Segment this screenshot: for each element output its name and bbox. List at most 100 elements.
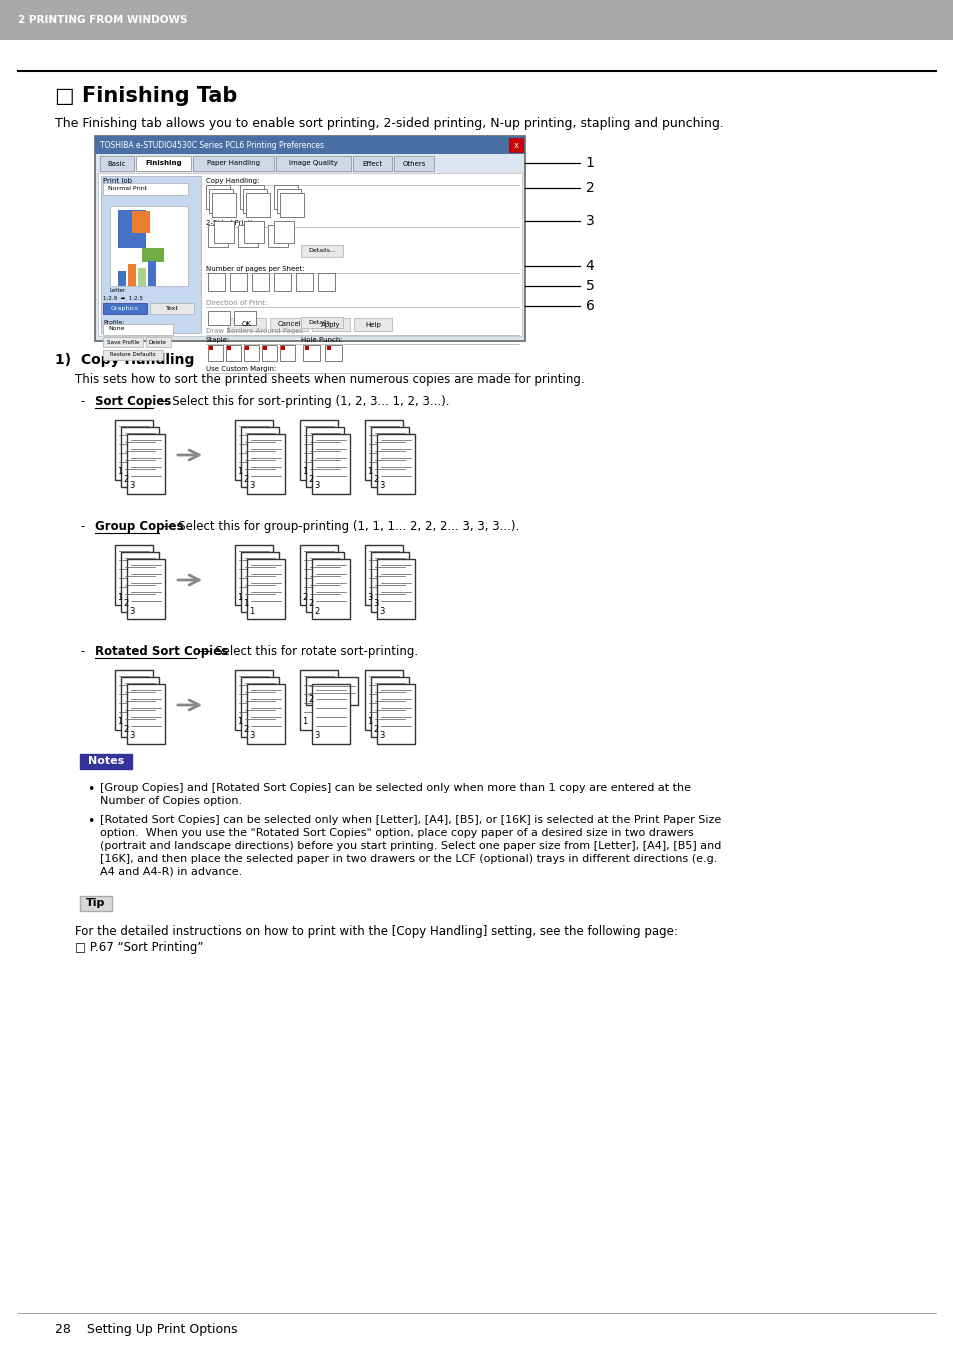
Bar bbox=[208, 345, 223, 361]
Text: 1:2.9  ➡  1:2.5: 1:2.9 ➡ 1:2.5 bbox=[103, 296, 143, 300]
Text: Paper Handling: Paper Handling bbox=[207, 161, 259, 166]
Bar bbox=[371, 677, 409, 738]
Text: 2: 2 bbox=[243, 724, 249, 734]
Bar bbox=[295, 273, 313, 290]
Bar bbox=[275, 155, 351, 172]
Bar bbox=[228, 317, 266, 331]
Bar bbox=[353, 155, 392, 172]
Text: Delete: Delete bbox=[149, 339, 167, 345]
Text: Finishing: Finishing bbox=[145, 161, 181, 166]
Bar bbox=[274, 222, 294, 243]
Text: -: - bbox=[80, 394, 84, 408]
Text: 2: 2 bbox=[373, 474, 378, 484]
Text: 3: 3 bbox=[314, 481, 319, 490]
Bar bbox=[121, 553, 159, 612]
Bar bbox=[263, 346, 267, 350]
Text: □ Finishing Tab: □ Finishing Tab bbox=[55, 86, 237, 105]
Bar bbox=[115, 544, 152, 605]
Bar bbox=[376, 684, 415, 744]
Bar bbox=[306, 427, 344, 486]
Text: □ P.67 “Sort Printing”: □ P.67 “Sort Printing” bbox=[75, 942, 203, 954]
Text: 1: 1 bbox=[249, 607, 254, 616]
Bar bbox=[306, 553, 344, 612]
Bar bbox=[509, 138, 522, 153]
Bar bbox=[247, 559, 285, 619]
Bar bbox=[299, 670, 337, 730]
Bar bbox=[241, 427, 278, 486]
Text: Number of pages per Sheet:: Number of pages per Sheet: bbox=[206, 266, 304, 272]
Bar bbox=[230, 273, 247, 290]
Text: [Group Copies] and [Rotated Sort Copies] can be selected only when more than 1 c: [Group Copies] and [Rotated Sort Copies]… bbox=[100, 784, 690, 793]
Bar bbox=[115, 670, 152, 730]
Text: For the detailed instructions on how to print with the [Copy Handling] setting, : For the detailed instructions on how to … bbox=[75, 925, 678, 938]
Bar bbox=[317, 273, 335, 290]
Bar bbox=[247, 434, 285, 494]
Bar bbox=[276, 189, 301, 213]
Bar bbox=[128, 263, 136, 286]
Text: 3: 3 bbox=[367, 593, 373, 601]
Bar bbox=[193, 155, 274, 172]
Bar bbox=[209, 189, 233, 213]
Bar bbox=[371, 427, 409, 486]
Bar bbox=[80, 896, 112, 911]
Text: Basic: Basic bbox=[108, 161, 126, 166]
Text: Notes: Notes bbox=[88, 757, 124, 766]
Text: 2-Sided Printing:: 2-Sided Printing: bbox=[206, 220, 264, 226]
Bar bbox=[110, 205, 188, 286]
Text: Letter: Letter bbox=[110, 288, 126, 293]
Text: Normal Print: Normal Print bbox=[108, 186, 147, 192]
Text: 2: 2 bbox=[308, 600, 314, 608]
Bar bbox=[247, 684, 285, 744]
Bar bbox=[234, 544, 273, 605]
Text: OK: OK bbox=[242, 322, 252, 327]
Bar bbox=[208, 311, 230, 326]
Text: 2: 2 bbox=[373, 724, 378, 734]
Bar bbox=[127, 559, 165, 619]
Bar bbox=[274, 273, 291, 290]
Bar bbox=[101, 176, 201, 332]
Text: 1: 1 bbox=[117, 467, 123, 477]
Text: This sets how to sort the printed sheets when numerous copies are made for print: This sets how to sort the printed sheets… bbox=[75, 373, 584, 386]
Bar bbox=[312, 317, 350, 331]
Text: Details...: Details... bbox=[308, 249, 335, 254]
Bar bbox=[354, 317, 392, 331]
Bar bbox=[127, 434, 165, 494]
Bar bbox=[312, 559, 350, 619]
Bar bbox=[115, 420, 152, 480]
Text: A4 and A4-R) in advance.: A4 and A4-R) in advance. bbox=[100, 867, 242, 877]
Bar bbox=[103, 182, 188, 195]
Text: TOSHIBA e-STUDIO4530C Series PCL6 Printing Preferences: TOSHIBA e-STUDIO4530C Series PCL6 Printi… bbox=[100, 141, 324, 150]
Bar bbox=[394, 155, 434, 172]
Text: 2: 2 bbox=[243, 474, 249, 484]
Text: 1: 1 bbox=[237, 467, 242, 477]
Bar bbox=[365, 544, 402, 605]
Text: 1)  Copy Handling: 1) Copy Handling bbox=[55, 353, 194, 367]
Text: x: x bbox=[513, 141, 518, 150]
Text: 1: 1 bbox=[367, 717, 373, 727]
Bar bbox=[327, 346, 331, 350]
Text: option.  When you use the "Rotated Sort Copies" option, place copy paper of a de: option. When you use the "Rotated Sort C… bbox=[100, 828, 693, 838]
Bar bbox=[142, 249, 164, 262]
Text: None: None bbox=[108, 327, 125, 331]
Bar bbox=[246, 193, 270, 218]
Bar bbox=[243, 189, 267, 213]
Bar bbox=[280, 345, 294, 361]
Bar bbox=[237, 226, 257, 247]
Bar bbox=[244, 345, 258, 361]
Bar bbox=[299, 420, 337, 480]
Text: Save Profile: Save Profile bbox=[107, 339, 139, 345]
Text: 2: 2 bbox=[123, 600, 129, 608]
Text: 3: 3 bbox=[379, 731, 384, 740]
Text: — Select this for sort-printing (1, 2, 3... 1, 2, 3...).: — Select this for sort-printing (1, 2, 3… bbox=[153, 394, 449, 408]
Text: •: • bbox=[87, 784, 94, 796]
Text: Staple:: Staple: bbox=[206, 336, 230, 343]
Text: 3: 3 bbox=[130, 481, 134, 490]
Bar bbox=[301, 245, 343, 257]
Bar bbox=[365, 420, 402, 480]
Bar bbox=[371, 553, 409, 612]
Text: Number of Copies option.: Number of Copies option. bbox=[100, 796, 242, 807]
Bar bbox=[376, 559, 415, 619]
Bar bbox=[234, 670, 273, 730]
Bar bbox=[213, 222, 233, 243]
Bar bbox=[226, 345, 241, 361]
